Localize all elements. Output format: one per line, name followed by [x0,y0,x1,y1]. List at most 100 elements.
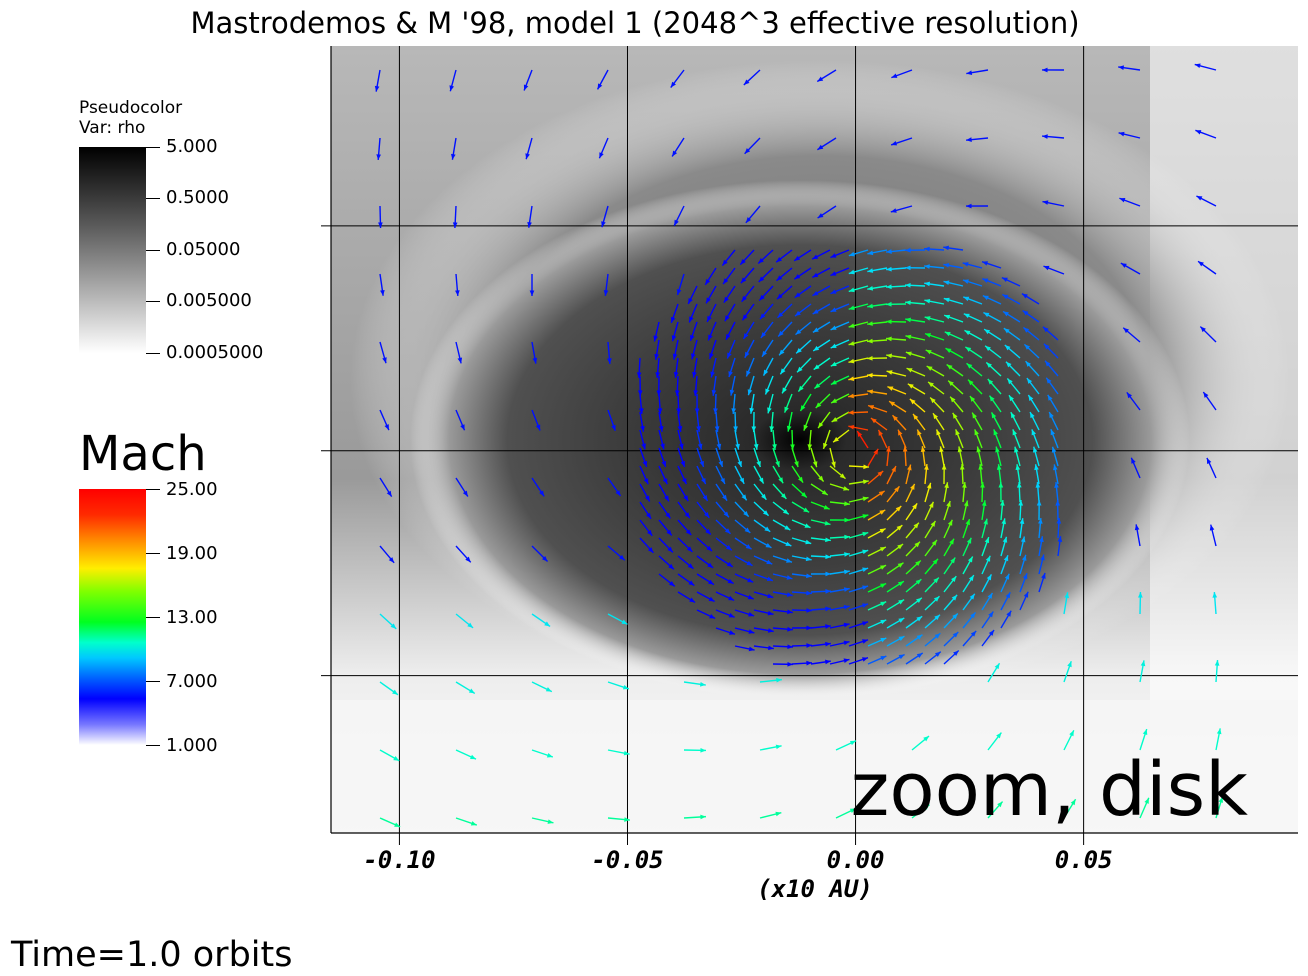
velocity-arrow [758,267,774,283]
velocity-arrow [639,411,645,432]
velocity-arrow [1122,327,1141,343]
velocity-arrow [683,748,707,753]
velocity-arrow [734,573,754,583]
velocity-arrow [935,429,945,449]
velocity-arrow [810,447,818,468]
velocity-arrow [791,625,813,631]
velocity-arrow [739,249,755,266]
velocity-arrow [734,609,755,617]
velocity-arrow [886,635,905,647]
velocity-arrow [1195,129,1217,139]
velocity-arrow [531,749,554,758]
velocity-arrow [734,627,755,634]
velocity-arrow [772,483,787,500]
velocity-arrow [747,375,755,396]
velocity-arrow [886,336,907,342]
velocity-arrow [734,501,750,518]
velocity-arrow [791,573,812,579]
velocity-arrow [812,339,831,352]
velocity-arrow [671,321,679,342]
mach-tick [146,617,160,618]
velocity-arrow [848,464,870,470]
velocity-arrow [890,137,913,146]
velocity-arrow [885,301,907,307]
velocity-arrow [982,278,1002,287]
velocity-arrow [379,545,395,564]
velocity-arrow [639,483,651,502]
velocity-arrow [1000,573,1010,593]
velocity-arrow [817,411,831,429]
velocity-arrow [531,341,538,364]
density-legend-var: Var: rho [79,118,146,138]
velocity-arrow [929,397,945,413]
velocity-arrow [772,501,790,515]
velocity-arrow [810,624,831,629]
velocity-arrow [759,303,774,320]
velocity-arrow [1043,265,1065,275]
velocity-arrow [1215,796,1224,819]
velocity-arrow [658,573,676,587]
velocity-arrow [923,246,945,252]
velocity-arrow [830,249,850,259]
density-tick [146,301,160,302]
velocity-arrow [1139,797,1150,819]
velocity-arrow [772,465,784,484]
velocity-arrow [1202,391,1217,411]
velocity-arrow [867,267,888,273]
velocity-arrow [742,321,755,340]
velocity-arrow [829,483,850,491]
velocity-arrow [1019,518,1025,539]
velocity-arrow [757,249,774,265]
mach-tick-label: 13.00 [166,607,218,628]
velocity-arrow [848,393,869,399]
velocity-arrow [744,339,755,359]
velocity-arrow [1118,131,1141,139]
velocity-arrow [772,661,794,667]
velocity-arrow [379,409,390,431]
mach-tick [146,489,160,490]
velocity-arrow [803,411,812,431]
velocity-arrow [653,321,660,342]
velocity-arrow [848,285,869,293]
velocity-arrow [726,339,736,359]
velocity-arrow [912,413,926,431]
velocity-arrow [449,69,457,92]
velocity-arrow [677,429,684,450]
velocity-arrow [867,338,888,344]
velocity-arrow [775,249,793,263]
velocity-arrow [1001,276,1021,287]
overlay-label: zoom, disk [851,747,1249,833]
velocity-arrow [734,483,748,501]
velocity-arrow [715,429,722,450]
velocity-arrow [639,465,649,485]
velocity-arrow [654,339,660,360]
velocity-arrow [670,303,679,324]
velocity-arrow [1063,661,1072,683]
density-tick-label: 0.0005000 [166,342,264,363]
velocity-arrow [1118,65,1141,71]
velocity-arrow [455,477,469,497]
velocity-arrow [677,501,691,519]
velocity-arrow [810,554,832,560]
velocity-arrow [835,740,857,751]
velocity-arrow [781,375,793,394]
velocity-arrow [963,296,983,305]
velocity-arrow [688,303,698,323]
velocity-arrow [696,429,703,450]
velocity-arrow [924,614,941,629]
velocity-arrow [696,591,715,603]
mach-tick-label: 7.000 [166,671,218,692]
velocity-arrow [830,393,850,404]
velocity-arrow [1045,377,1059,395]
velocity-arrow [947,380,964,395]
velocity-arrow [658,555,675,570]
velocity-arrow [1000,610,1012,629]
velocity-arrow [1209,524,1217,547]
velocity-arrow [924,558,939,575]
velocity-arrow [724,303,736,322]
velocity-arrow [734,537,752,550]
velocity-arrow [683,681,706,687]
velocity-arrow [694,393,700,415]
velocity-arrow [715,609,735,618]
